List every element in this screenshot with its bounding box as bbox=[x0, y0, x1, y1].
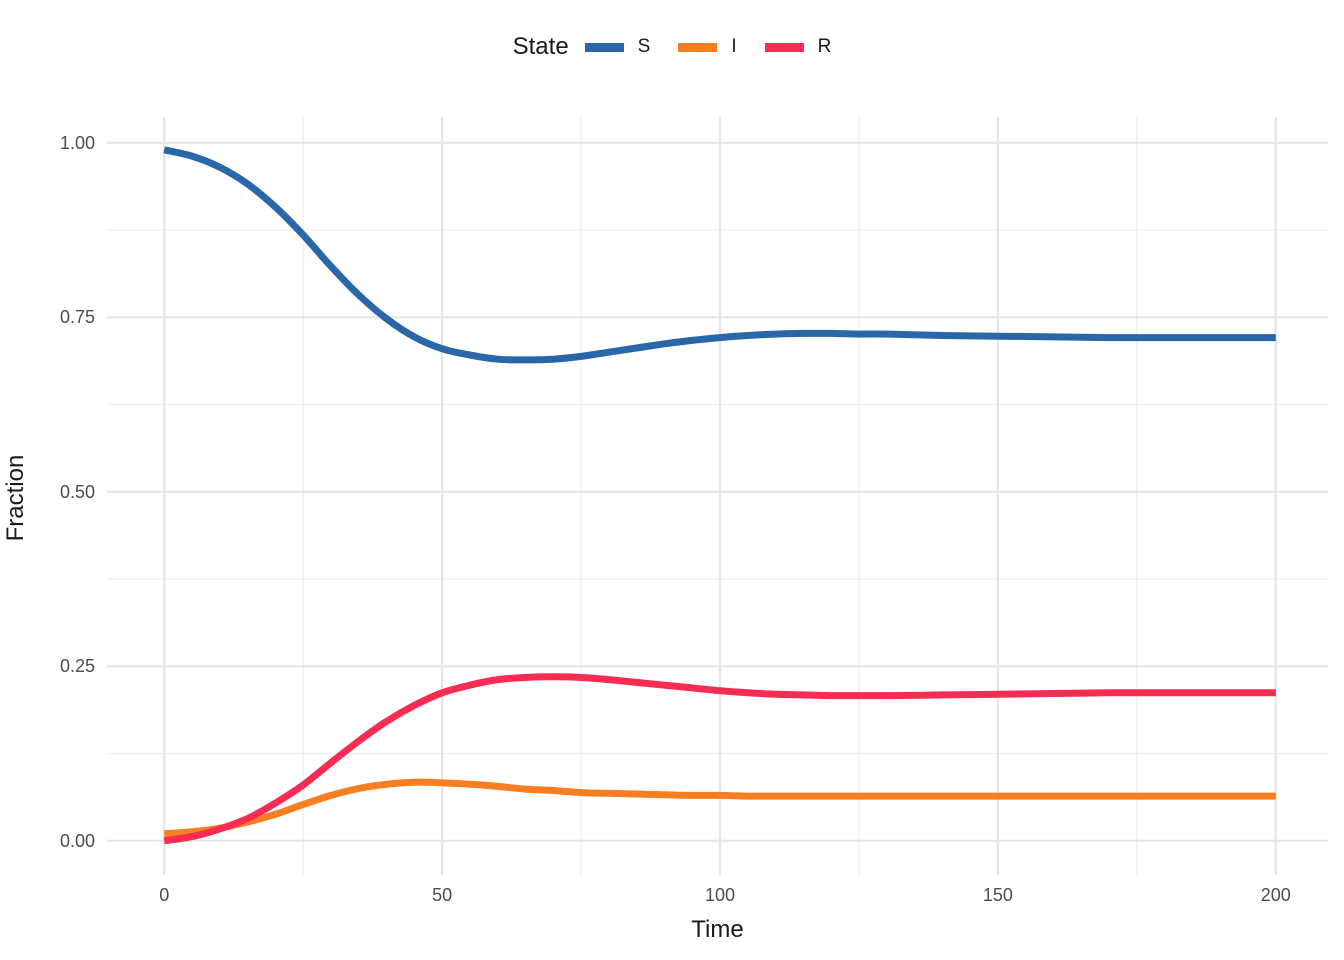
series-line-R bbox=[163, 673, 1276, 845]
y-tick-label-0.75: 0.75 bbox=[59, 307, 95, 328]
legend-title: State bbox=[512, 33, 569, 60]
legend-entry-i: I bbox=[678, 36, 737, 58]
y-tick-label-0.50: 0.50 bbox=[59, 481, 95, 502]
legend: State S I R bbox=[0, 32, 1344, 62]
legend-entry-s: S bbox=[584, 36, 651, 58]
legend-label-i: I bbox=[731, 36, 737, 57]
legend-key-i-icon bbox=[678, 42, 718, 52]
legend-key-s-icon bbox=[584, 42, 624, 52]
x-tick-label-50: 50 bbox=[432, 885, 453, 905]
legend-entry-r: R bbox=[764, 36, 832, 58]
legend-label-r: R bbox=[817, 36, 832, 57]
x-axis-title: Time bbox=[691, 916, 744, 943]
legend-key-r-icon bbox=[764, 42, 804, 52]
series-line-I bbox=[163, 778, 1276, 838]
y-tick-label-0.00: 0.00 bbox=[59, 830, 95, 851]
series-line-S bbox=[163, 146, 1276, 364]
y-tick-label-1.00: 1.00 bbox=[59, 132, 95, 153]
legend-label-s: S bbox=[637, 36, 651, 57]
x-tick-label-150: 150 bbox=[982, 885, 1013, 905]
y-tick-label-0.25: 0.25 bbox=[59, 656, 95, 677]
x-tick-label-200: 200 bbox=[1260, 885, 1291, 905]
x-tick-label-100: 100 bbox=[704, 885, 736, 905]
x-tick-label-0: 0 bbox=[159, 885, 170, 905]
